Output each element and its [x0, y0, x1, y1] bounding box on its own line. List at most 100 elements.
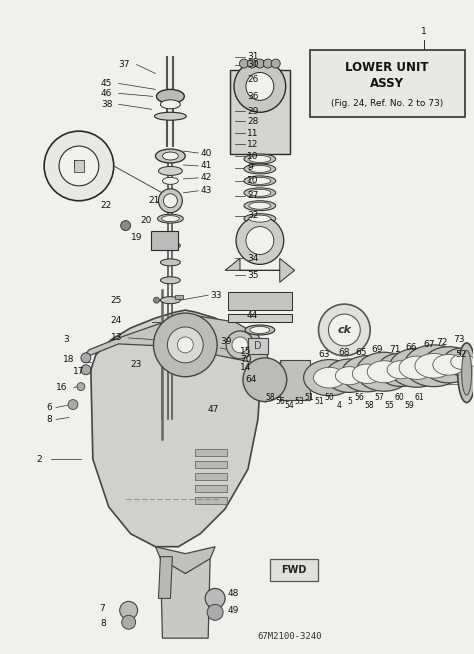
- Ellipse shape: [161, 100, 180, 109]
- Bar: [248, 338, 268, 354]
- Circle shape: [205, 589, 225, 608]
- Text: 34: 34: [247, 254, 258, 263]
- Polygon shape: [225, 258, 295, 283]
- Circle shape: [243, 358, 287, 402]
- Ellipse shape: [336, 367, 363, 385]
- Text: 56: 56: [355, 393, 364, 402]
- Text: 69: 69: [372, 345, 383, 354]
- Text: 44: 44: [247, 311, 258, 320]
- Ellipse shape: [443, 348, 474, 375]
- Text: 60: 60: [394, 393, 404, 402]
- Text: 20: 20: [141, 216, 152, 225]
- Ellipse shape: [156, 90, 184, 103]
- Circle shape: [68, 400, 78, 409]
- Text: 22: 22: [101, 201, 112, 210]
- Circle shape: [328, 314, 360, 346]
- Text: 17: 17: [73, 368, 84, 376]
- Ellipse shape: [161, 242, 180, 249]
- Circle shape: [319, 304, 370, 356]
- Text: 8: 8: [101, 619, 107, 628]
- Circle shape: [81, 353, 91, 363]
- Text: 63: 63: [319, 351, 330, 359]
- Text: 41: 41: [200, 162, 211, 171]
- Circle shape: [232, 337, 248, 353]
- Circle shape: [158, 189, 182, 213]
- Text: 4: 4: [337, 401, 342, 410]
- Text: 45: 45: [101, 79, 112, 88]
- Text: 21: 21: [148, 196, 160, 205]
- Circle shape: [246, 73, 274, 100]
- Ellipse shape: [389, 349, 445, 387]
- Ellipse shape: [423, 347, 474, 383]
- Polygon shape: [151, 231, 178, 250]
- Text: 3: 3: [63, 336, 69, 345]
- Ellipse shape: [244, 201, 276, 211]
- Text: 24: 24: [111, 315, 122, 324]
- Text: 6: 6: [46, 403, 52, 412]
- Text: 31: 31: [247, 52, 258, 61]
- Text: 7: 7: [99, 604, 105, 613]
- Circle shape: [177, 337, 193, 353]
- Text: M: M: [73, 160, 85, 173]
- Circle shape: [167, 327, 203, 363]
- Ellipse shape: [458, 343, 474, 403]
- Text: 25: 25: [111, 296, 122, 305]
- Text: 38: 38: [101, 100, 112, 109]
- Text: ck: ck: [337, 325, 351, 335]
- Text: 26: 26: [247, 75, 258, 84]
- Ellipse shape: [244, 176, 276, 186]
- Circle shape: [271, 59, 280, 68]
- Text: ASSY: ASSY: [370, 77, 404, 90]
- Text: 70: 70: [240, 355, 252, 364]
- Text: 61: 61: [414, 393, 424, 402]
- Circle shape: [81, 365, 91, 375]
- Bar: [175, 295, 183, 299]
- Text: 30: 30: [247, 60, 258, 69]
- Ellipse shape: [415, 354, 453, 378]
- Text: 56: 56: [275, 397, 284, 406]
- Text: 51: 51: [315, 397, 324, 406]
- Bar: [195, 461, 227, 468]
- Text: 72: 72: [436, 338, 447, 347]
- Text: 33: 33: [210, 290, 222, 300]
- Bar: [195, 497, 227, 504]
- Bar: [195, 473, 227, 480]
- Circle shape: [255, 59, 264, 68]
- Ellipse shape: [163, 152, 178, 160]
- Text: 1: 1: [421, 27, 427, 36]
- Text: 54: 54: [285, 401, 294, 410]
- Text: 37: 37: [118, 60, 130, 69]
- Circle shape: [77, 383, 85, 390]
- Text: FWD: FWD: [281, 564, 306, 575]
- Ellipse shape: [341, 356, 393, 392]
- Text: 59: 59: [404, 401, 414, 410]
- Polygon shape: [155, 547, 215, 574]
- Text: 23: 23: [131, 360, 142, 370]
- Polygon shape: [280, 360, 310, 400]
- Circle shape: [264, 59, 272, 68]
- Text: 19: 19: [131, 233, 142, 242]
- Bar: [270, 559, 318, 581]
- Bar: [310, 50, 465, 117]
- Text: 49: 49: [228, 606, 239, 615]
- Circle shape: [246, 226, 274, 254]
- Ellipse shape: [304, 360, 356, 396]
- Ellipse shape: [462, 351, 472, 395]
- Circle shape: [120, 602, 137, 619]
- Ellipse shape: [244, 154, 276, 164]
- Text: 64: 64: [245, 375, 256, 384]
- Circle shape: [154, 313, 217, 377]
- Text: 12: 12: [247, 139, 258, 148]
- Text: LOWER UNIT: LOWER UNIT: [346, 61, 429, 74]
- Text: 46: 46: [101, 89, 112, 98]
- Ellipse shape: [451, 354, 474, 370]
- Polygon shape: [158, 557, 173, 598]
- Ellipse shape: [244, 164, 276, 174]
- Ellipse shape: [163, 177, 178, 184]
- Ellipse shape: [249, 165, 271, 173]
- Text: 11: 11: [247, 129, 258, 137]
- Text: 36: 36: [247, 92, 258, 101]
- Text: 15: 15: [240, 347, 252, 356]
- Text: 39: 39: [220, 337, 232, 347]
- Ellipse shape: [313, 368, 346, 388]
